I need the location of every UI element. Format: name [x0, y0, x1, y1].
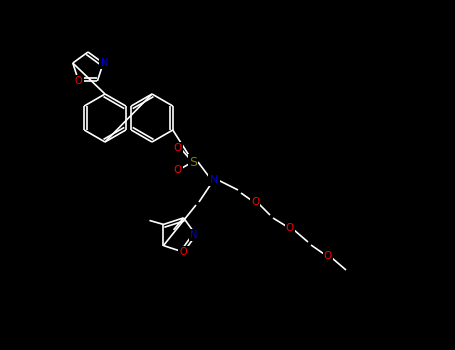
Text: N: N	[210, 175, 218, 185]
Text: O: O	[324, 251, 332, 261]
Text: O: O	[180, 247, 187, 257]
Text: O: O	[251, 197, 259, 207]
Text: N: N	[101, 58, 108, 68]
Text: O: O	[75, 76, 82, 86]
Text: S: S	[189, 155, 197, 168]
Text: O: O	[286, 223, 294, 233]
Text: N: N	[190, 230, 197, 240]
Text: O: O	[174, 165, 182, 175]
Text: O: O	[174, 143, 182, 153]
